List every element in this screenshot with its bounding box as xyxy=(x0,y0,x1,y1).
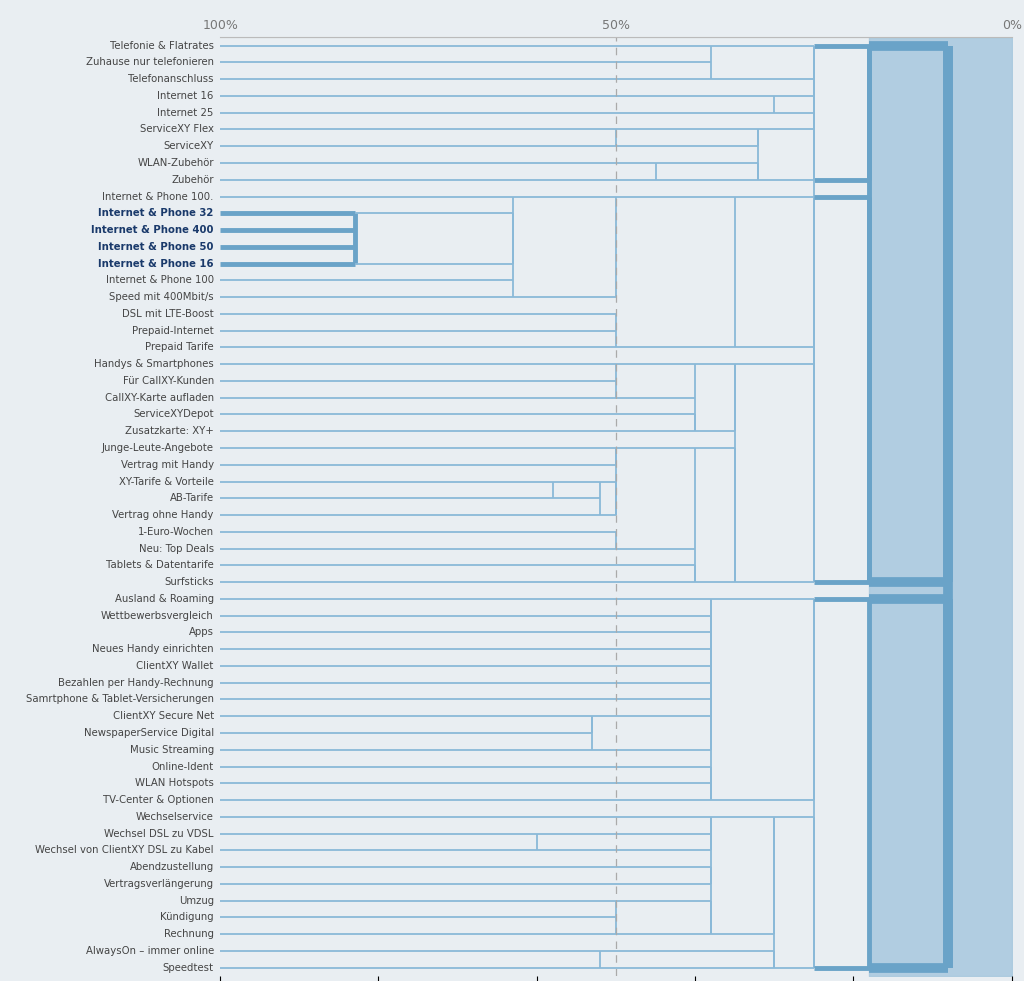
Text: Ausland & Roaming: Ausland & Roaming xyxy=(115,594,214,604)
Text: DSL mit LTE-Boost: DSL mit LTE-Boost xyxy=(122,309,214,319)
Text: Vertragsverlängerung: Vertragsverlängerung xyxy=(103,879,214,889)
Text: TV-Center & Optionen: TV-Center & Optionen xyxy=(103,795,214,805)
Text: Internet & Phone 400: Internet & Phone 400 xyxy=(91,225,214,235)
Text: Samrtphone & Tablet-Versicherungen: Samrtphone & Tablet-Versicherungen xyxy=(26,695,214,704)
Text: Bezahlen per Handy-Rechnung: Bezahlen per Handy-Rechnung xyxy=(58,678,214,688)
Text: Surfsticks: Surfsticks xyxy=(164,577,214,587)
Text: Internet & Phone 100.: Internet & Phone 100. xyxy=(102,191,214,201)
Text: ServiceXY Flex: ServiceXY Flex xyxy=(140,125,214,134)
Text: Music Streaming: Music Streaming xyxy=(130,745,214,754)
Text: Internet & Phone 16: Internet & Phone 16 xyxy=(98,259,214,269)
Text: Internet & Phone 50: Internet & Phone 50 xyxy=(98,242,214,252)
Text: ClientXY Wallet: ClientXY Wallet xyxy=(136,661,214,671)
Text: Wettbewerbsvergleich: Wettbewerbsvergleich xyxy=(101,610,214,621)
Text: Online-Ident: Online-Ident xyxy=(152,761,214,771)
Text: Wechselservice: Wechselservice xyxy=(136,812,214,822)
Text: Speed mit 400Mbit/s: Speed mit 400Mbit/s xyxy=(110,292,214,302)
Text: Handys & Smartphones: Handys & Smartphones xyxy=(94,359,214,369)
Text: ClientXY Secure Net: ClientXY Secure Net xyxy=(113,711,214,721)
Text: Abendzustellung: Abendzustellung xyxy=(130,862,214,872)
Text: Telefonie & Flatrates: Telefonie & Flatrates xyxy=(110,40,214,51)
Text: Kündigung: Kündigung xyxy=(160,912,214,922)
Text: Neu: Top Deals: Neu: Top Deals xyxy=(138,543,214,553)
Text: XY-Tarife & Vorteile: XY-Tarife & Vorteile xyxy=(119,477,214,487)
Text: Rechnung: Rechnung xyxy=(164,929,214,939)
Text: WLAN Hotspots: WLAN Hotspots xyxy=(135,778,214,789)
Text: Wechsel DSL zu VDSL: Wechsel DSL zu VDSL xyxy=(104,829,214,839)
Text: Internet & Phone 100: Internet & Phone 100 xyxy=(105,276,214,285)
Text: Telefonanschluss: Telefonanschluss xyxy=(128,75,214,84)
Text: ServiceXY: ServiceXY xyxy=(164,141,214,151)
Text: Internet 25: Internet 25 xyxy=(158,108,214,118)
Text: Internet & Phone 32: Internet & Phone 32 xyxy=(98,208,214,219)
Text: Tablets & Datentarife: Tablets & Datentarife xyxy=(106,560,214,570)
Text: Internet 16: Internet 16 xyxy=(158,91,214,101)
Text: AlwaysOn – immer online: AlwaysOn – immer online xyxy=(86,946,214,955)
Text: Wechsel von ClientXY DSL zu Kabel: Wechsel von ClientXY DSL zu Kabel xyxy=(35,846,214,855)
Text: Für CallXY-Kunden: Für CallXY-Kunden xyxy=(123,376,214,386)
Text: AB-Tarife: AB-Tarife xyxy=(170,493,214,503)
Text: ServiceXYDepot: ServiceXYDepot xyxy=(133,409,214,420)
Text: NewspaperService Digital: NewspaperService Digital xyxy=(84,728,214,738)
Text: Zusatzkarte: XY+: Zusatzkarte: XY+ xyxy=(125,427,214,437)
Text: Apps: Apps xyxy=(188,628,214,638)
Text: Zuhause nur telefonieren: Zuhause nur telefonieren xyxy=(86,58,214,68)
Text: CallXY-Karte aufladen: CallXY-Karte aufladen xyxy=(104,392,214,403)
Text: Vertrag ohne Handy: Vertrag ohne Handy xyxy=(113,510,214,520)
Text: Zubehör: Zubehör xyxy=(171,175,214,184)
Text: WLAN-Zubehör: WLAN-Zubehör xyxy=(137,158,214,168)
Text: Prepaid Tarife: Prepaid Tarife xyxy=(145,342,214,352)
Text: Neues Handy einrichten: Neues Handy einrichten xyxy=(92,645,214,654)
Text: Prepaid-Internet: Prepaid-Internet xyxy=(132,326,214,336)
Text: 1-Euro-Wochen: 1-Euro-Wochen xyxy=(137,527,214,537)
Text: Speedtest: Speedtest xyxy=(163,962,214,973)
Text: Umzug: Umzug xyxy=(179,896,214,905)
Text: Vertrag mit Handy: Vertrag mit Handy xyxy=(121,460,214,470)
Text: Junge-Leute-Angebote: Junge-Leute-Angebote xyxy=(101,443,214,453)
